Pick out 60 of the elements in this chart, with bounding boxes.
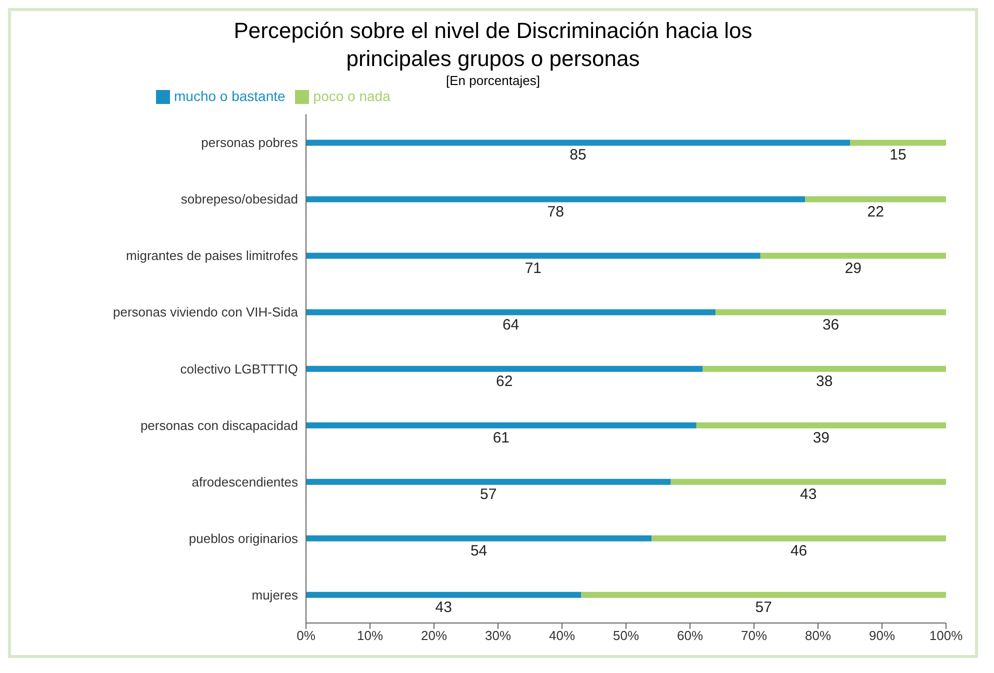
data-label: 29 — [844, 260, 862, 277]
chart-subtitle: [En porcentajes] — [445, 73, 541, 88]
data-label: 39 — [812, 429, 830, 446]
y-tick-label: personas viviendo con VIH-Sida — [113, 304, 299, 320]
bar — [652, 535, 946, 542]
data-label: 62 — [496, 372, 513, 390]
y-tick-label: pueblos originarios — [188, 530, 298, 546]
chart-title: Percepción sobre el nivel de Discriminación hacia los principales grupos o personas — [232, 17, 754, 73]
data-label: 64 — [502, 316, 520, 334]
data-label: 38 — [816, 372, 833, 390]
data-label: 78 — [547, 203, 564, 220]
bar — [696, 422, 946, 428]
bar — [716, 309, 946, 316]
x-tick-label: 70% — [740, 628, 768, 644]
bar — [306, 309, 716, 316]
x-tick-label: 100% — [929, 628, 964, 644]
data-label: 57 — [480, 486, 497, 503]
bar — [306, 592, 582, 598]
bar — [306, 422, 696, 428]
x-tick-label: 30% — [484, 628, 512, 644]
x-tick-label: 60% — [676, 628, 704, 644]
bar — [306, 478, 671, 485]
x-tick-label: 50% — [612, 628, 640, 644]
data-label: 15 — [890, 146, 906, 164]
bar — [581, 592, 946, 598]
data-label: 57 — [755, 598, 772, 616]
bar — [702, 366, 946, 372]
y-tick-label: afrodescendientes — [192, 474, 298, 490]
data-label: 22 — [867, 203, 884, 220]
bar — [306, 535, 652, 542]
x-tick-label: 20% — [420, 628, 448, 644]
x-tick-label: 0% — [296, 628, 316, 644]
data-label: 43 — [800, 486, 817, 503]
data-label: 43 — [435, 598, 452, 616]
data-label: 36 — [822, 316, 840, 334]
bar — [306, 196, 806, 202]
bar — [306, 252, 760, 259]
bar — [306, 140, 850, 146]
y-tick-label: personas con discapacidad — [140, 418, 298, 433]
data-label: 46 — [790, 542, 808, 560]
y-tick-label: colectivo LGBTTTIQ — [180, 361, 298, 376]
x-tick-label: 90% — [868, 628, 896, 644]
legend-label: poco o nada — [313, 88, 390, 104]
data-label: 85 — [570, 146, 586, 164]
data-label: 54 — [470, 542, 488, 560]
legend-label: mucho o bastante — [174, 88, 286, 104]
x-tick-label: 10% — [356, 628, 384, 644]
x-tick-label: 40% — [548, 628, 576, 644]
bar — [850, 140, 946, 146]
y-tick-label: personas pobres — [201, 135, 298, 150]
bar — [670, 478, 946, 485]
data-label: 61 — [492, 429, 510, 446]
bar — [306, 366, 703, 372]
x-tick-label: 80% — [804, 628, 832, 644]
y-tick-label: migrantes de paises limitrofes — [126, 248, 298, 264]
y-tick-label: mujeres — [252, 587, 298, 602]
bar — [805, 196, 946, 202]
y-tick-label: sobrepeso/obesidad — [180, 192, 298, 207]
bar — [760, 252, 946, 259]
data-label: 71 — [524, 260, 542, 277]
